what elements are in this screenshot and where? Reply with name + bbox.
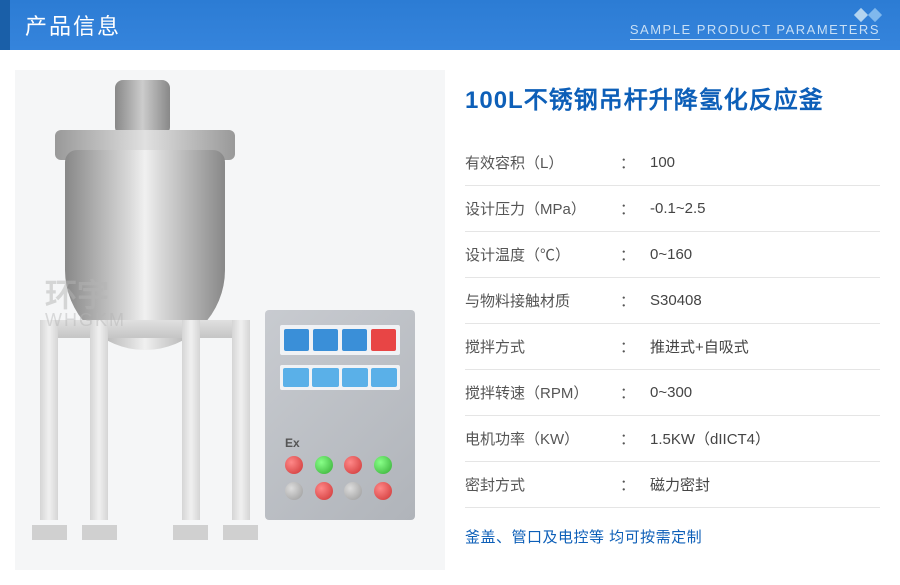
stand-leg [232, 320, 250, 520]
spec-colon: ： [620, 198, 650, 219]
spec-label: 搅拌转速（RPM） [465, 382, 620, 403]
header-bar: 产品信息 SAMPLE PRODUCT PARAMETERS [0, 0, 900, 50]
header-accent-bar [0, 0, 10, 50]
spec-colon: ： [620, 428, 650, 449]
stand-foot [82, 525, 117, 540]
knob-icon [374, 456, 392, 474]
button-icon [342, 368, 368, 387]
stand-foot [173, 525, 208, 540]
ex-label: Ex [285, 436, 300, 450]
diamond-icon [854, 8, 868, 22]
stand-leg [90, 320, 108, 520]
display-icon [313, 329, 338, 351]
knob-icon [315, 482, 333, 500]
content-area: Ex 环宇 WHGKM 100L不锈钢吊杆升降氢化反应釜 有效容积（L） ： [0, 50, 900, 570]
diamond-icon [868, 8, 882, 22]
spec-row: 搅拌方式 ： 推进式+自吸式 [465, 324, 880, 370]
spec-value: 0~300 [650, 384, 880, 401]
stand-foot [223, 525, 258, 540]
button-icon [371, 368, 397, 387]
spec-row: 有效容积（L） ： 100 [465, 140, 880, 186]
stand-top [40, 320, 250, 338]
control-buttons [280, 365, 400, 390]
spec-row: 与物料接触材质 ： S30408 [465, 278, 880, 324]
header-title: 产品信息 [25, 9, 121, 41]
spec-value: 100 [650, 154, 880, 171]
reactor-stand [40, 320, 250, 540]
knob-icon [374, 482, 392, 500]
knob-icon [285, 456, 303, 474]
header-subtitle: SAMPLE PRODUCT PARAMETERS [630, 22, 880, 40]
control-displays [280, 325, 400, 355]
spec-value: 0~160 [650, 246, 880, 263]
spec-label: 有效容积（L） [465, 152, 620, 173]
control-knobs [285, 456, 395, 500]
spec-row: 搅拌转速（RPM） ： 0~300 [465, 370, 880, 416]
spec-label: 密封方式 [465, 474, 620, 495]
info-panel: 100L不锈钢吊杆升降氢化反应釜 有效容积（L） ： 100 设计压力（MPa）… [465, 70, 880, 570]
spec-label: 设计温度（℃） [465, 244, 620, 265]
spec-label: 电机功率（KW） [465, 428, 620, 449]
stand-leg [182, 320, 200, 520]
spec-colon: ： [620, 474, 650, 495]
knob-icon [344, 456, 362, 474]
spec-label: 设计压力（MPa） [465, 198, 620, 219]
control-box: Ex [265, 310, 415, 520]
spec-value: 推进式+自吸式 [650, 336, 880, 357]
spec-row: 电机功率（KW） ： 1.5KW（dIICT4） [465, 416, 880, 462]
stand-foot [32, 525, 67, 540]
product-image: Ex 环宇 WHGKM [15, 70, 445, 570]
spec-colon: ： [620, 382, 650, 403]
diamond-decoration [856, 10, 880, 20]
header-right: SAMPLE PRODUCT PARAMETERS [630, 10, 880, 40]
spec-row: 密封方式 ： 磁力密封 [465, 462, 880, 508]
knob-icon [315, 456, 333, 474]
spec-value: S30408 [650, 292, 880, 309]
equipment-illustration: Ex 环宇 WHGKM [15, 70, 445, 570]
reactor-motor [115, 80, 170, 135]
stand-leg [40, 320, 58, 520]
spec-colon: ： [620, 290, 650, 311]
knob-icon [285, 482, 303, 500]
display-icon [342, 329, 367, 351]
spec-colon: ： [620, 244, 650, 265]
product-title: 100L不锈钢吊杆升降氢化反应釜 [465, 80, 880, 115]
spec-value: -0.1~2.5 [650, 200, 880, 217]
spec-label: 搅拌方式 [465, 336, 620, 357]
button-icon [283, 368, 309, 387]
spec-colon: ： [620, 336, 650, 357]
spec-colon: ： [620, 152, 650, 173]
spec-row: 设计压力（MPa） ： -0.1~2.5 [465, 186, 880, 232]
display-icon [371, 329, 396, 351]
header-left: 产品信息 [0, 0, 121, 50]
display-icon [284, 329, 309, 351]
spec-label: 与物料接触材质 [465, 290, 620, 311]
spec-row: 设计温度（℃） ： 0~160 [465, 232, 880, 278]
button-icon [312, 368, 338, 387]
footer-note: 釜盖、管口及电控等 均可按需定制 [465, 526, 880, 547]
knob-icon [344, 482, 362, 500]
spec-value: 1.5KW（dIICT4） [650, 428, 880, 449]
spec-value: 磁力密封 [650, 474, 880, 495]
